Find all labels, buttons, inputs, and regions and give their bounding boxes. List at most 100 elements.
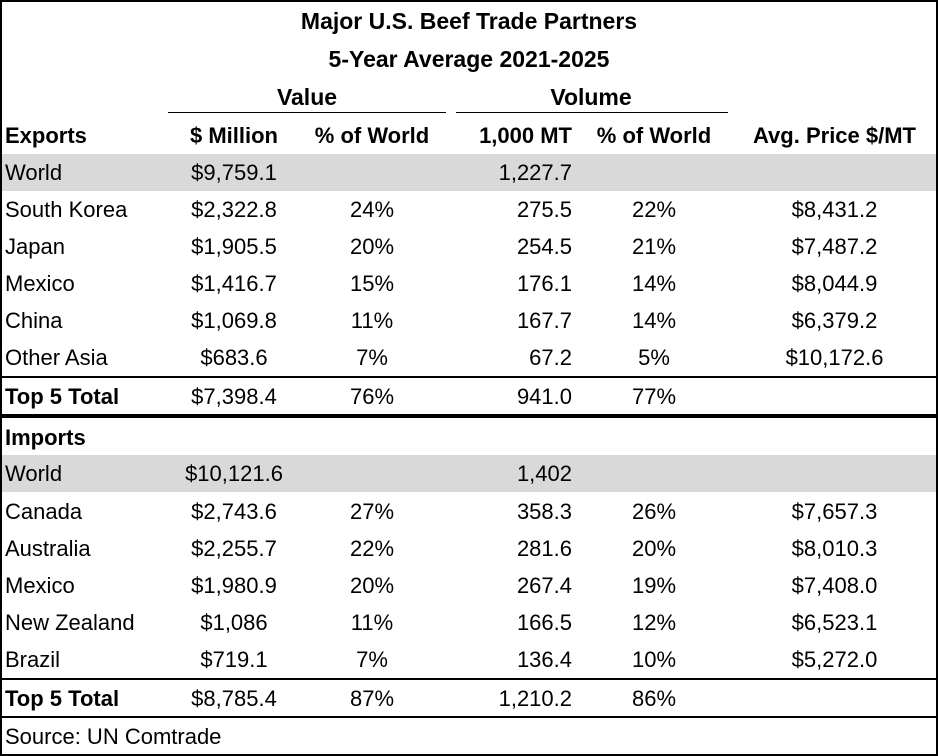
price-cell: $5,272.0: [791, 647, 878, 672]
volume-pct-cell: 14%: [631, 308, 677, 333]
volume-group-underline: [456, 112, 728, 113]
volume-cell: 275.5: [516, 197, 572, 222]
value-cell: $2,743.6: [191, 499, 277, 524]
volume-cell: 254.5: [516, 234, 572, 259]
volume-cell: 1,227.7: [498, 160, 572, 185]
volume-group-header: Volume: [550, 84, 632, 110]
value-group-header: Value: [276, 84, 338, 110]
row-label: Canada: [5, 499, 83, 524]
price-cell: $7,408.0: [791, 573, 878, 598]
volume-cell: 136.4: [516, 647, 572, 672]
value-pct-cell: 76%: [349, 384, 395, 409]
price-cell: $10,172.6: [785, 345, 884, 370]
row-label: South Korea: [5, 197, 128, 222]
row-label: Top 5 Total: [5, 686, 120, 711]
table-row: Brazil $719.1 7% 136.4 10% $5,272.0: [2, 641, 936, 678]
value-group-underline: [168, 112, 446, 113]
price-cell: $6,379.2: [791, 308, 878, 333]
value-cell: $1,069.8: [191, 308, 277, 333]
volume-cell: 167.7: [516, 308, 572, 333]
value-pct-cell: [302, 154, 442, 191]
exports-total-row: Top 5 Total $7,398.4 76% 941.0 77%: [2, 378, 936, 415]
row-label: Top 5 Total: [5, 384, 120, 409]
value-pct-cell: 20%: [349, 234, 395, 259]
table-row: Japan $1,905.5 20% 254.5 21% $7,487.2: [2, 228, 936, 265]
volume-cell: 166.5: [516, 610, 572, 635]
row-label: Mexico: [5, 271, 75, 296]
volume-pct-cell: 22%: [631, 197, 677, 222]
table-subtitle: 5-Year Average 2021-2025: [328, 46, 610, 72]
table-row: Mexico $1,980.9 20% 267.4 19% $7,408.0: [2, 567, 936, 604]
volume-cell: 267.4: [516, 573, 572, 598]
volume-cell: 67.2: [529, 345, 572, 370]
row-label: Brazil: [5, 647, 61, 672]
volume-cell: 941.0: [516, 384, 572, 409]
value-cell: $1,980.9: [191, 573, 277, 598]
imports-total-row: Top 5 Total $8,785.4 87% 1,210.2 86%: [2, 680, 936, 717]
price-cell: $6,523.1: [791, 610, 878, 635]
volume-pct-cell: 5%: [638, 345, 670, 370]
value-cell: $719.1: [200, 647, 268, 672]
col-header-volume-pct: % of World: [596, 123, 712, 148]
volume-pct-cell: 86%: [631, 686, 677, 711]
imports-total-divider: [0, 678, 938, 680]
volume-pct-cell: 26%: [631, 499, 677, 524]
exports-header-row: Exports $ Million % of World 1,000 MT % …: [2, 117, 936, 154]
exports-section-label: Exports: [5, 123, 87, 148]
value-cell: $10,121.6: [185, 461, 283, 486]
price-cell: $8,010.3: [791, 536, 878, 561]
value-pct-cell: 11%: [350, 610, 394, 635]
table-row: China $1,069.8 11% 167.7 14% $6,379.2: [2, 302, 936, 339]
value-pct-cell: 11%: [350, 308, 394, 333]
value-cell: $2,322.8: [191, 197, 277, 222]
value-cell: $8,785.4: [191, 686, 277, 711]
row-label: New Zealand: [5, 610, 135, 635]
col-header-avg-price: Avg. Price $/MT: [752, 123, 916, 148]
volume-pct-cell: [584, 154, 724, 191]
volume-pct-cell: 77%: [631, 384, 677, 409]
imports-header-row: Imports: [2, 419, 936, 456]
col-header-value-million: $ Million: [190, 123, 278, 148]
price-cell: [732, 378, 937, 415]
row-label: Mexico: [5, 573, 75, 598]
row-label: Other Asia: [5, 345, 108, 370]
col-header-value-pct: % of World: [314, 123, 430, 148]
price-cell: $7,487.2: [791, 234, 878, 259]
table-row: World $9,759.1 1,227.7: [2, 154, 936, 191]
value-cell: $2,255.7: [191, 536, 277, 561]
value-pct-cell: 22%: [349, 536, 395, 561]
table-row: South Korea $2,322.8 24% 275.5 22% $8,43…: [2, 191, 936, 228]
volume-pct-cell: 10%: [631, 647, 677, 672]
table-row: World $10,121.6 1,402: [2, 455, 936, 492]
imports-section-label: Imports: [5, 425, 86, 450]
value-pct-cell: 24%: [349, 197, 395, 222]
volume-pct-cell: [584, 455, 724, 492]
value-pct-cell: 20%: [349, 573, 395, 598]
value-cell: $7,398.4: [191, 384, 277, 409]
volume-pct-cell: 14%: [631, 271, 677, 296]
exports-total-divider: [0, 376, 938, 378]
row-label: China: [5, 308, 63, 333]
price-cell: $7,657.3: [791, 499, 878, 524]
value-pct-cell: 87%: [349, 686, 395, 711]
row-label: Australia: [5, 536, 91, 561]
table-title: Major U.S. Beef Trade Partners: [300, 8, 638, 34]
value-pct-cell: 7%: [356, 647, 388, 672]
volume-pct-cell: 12%: [631, 610, 677, 635]
price-cell: [732, 680, 937, 717]
table-row: Other Asia $683.6 7% 67.2 5% $10,172.6: [2, 339, 936, 376]
volume-pct-cell: 21%: [631, 234, 677, 259]
value-cell: $1,086: [200, 610, 268, 635]
source-note: Source: UN Comtrade: [5, 724, 222, 749]
row-label: Japan: [5, 234, 65, 259]
volume-pct-cell: 20%: [631, 536, 677, 561]
value-pct-cell: 15%: [349, 271, 395, 296]
table-row: Canada $2,743.6 27% 358.3 26% $7,657.3: [2, 493, 936, 530]
volume-cell: 1,402: [516, 461, 572, 486]
price-cell: $8,044.9: [791, 271, 878, 296]
col-header-volume-mt: 1,000 MT: [479, 123, 572, 148]
volume-cell: 358.3: [516, 499, 572, 524]
price-cell: [732, 455, 937, 492]
table-row: Australia $2,255.7 22% 281.6 20% $8,010.…: [2, 530, 936, 567]
